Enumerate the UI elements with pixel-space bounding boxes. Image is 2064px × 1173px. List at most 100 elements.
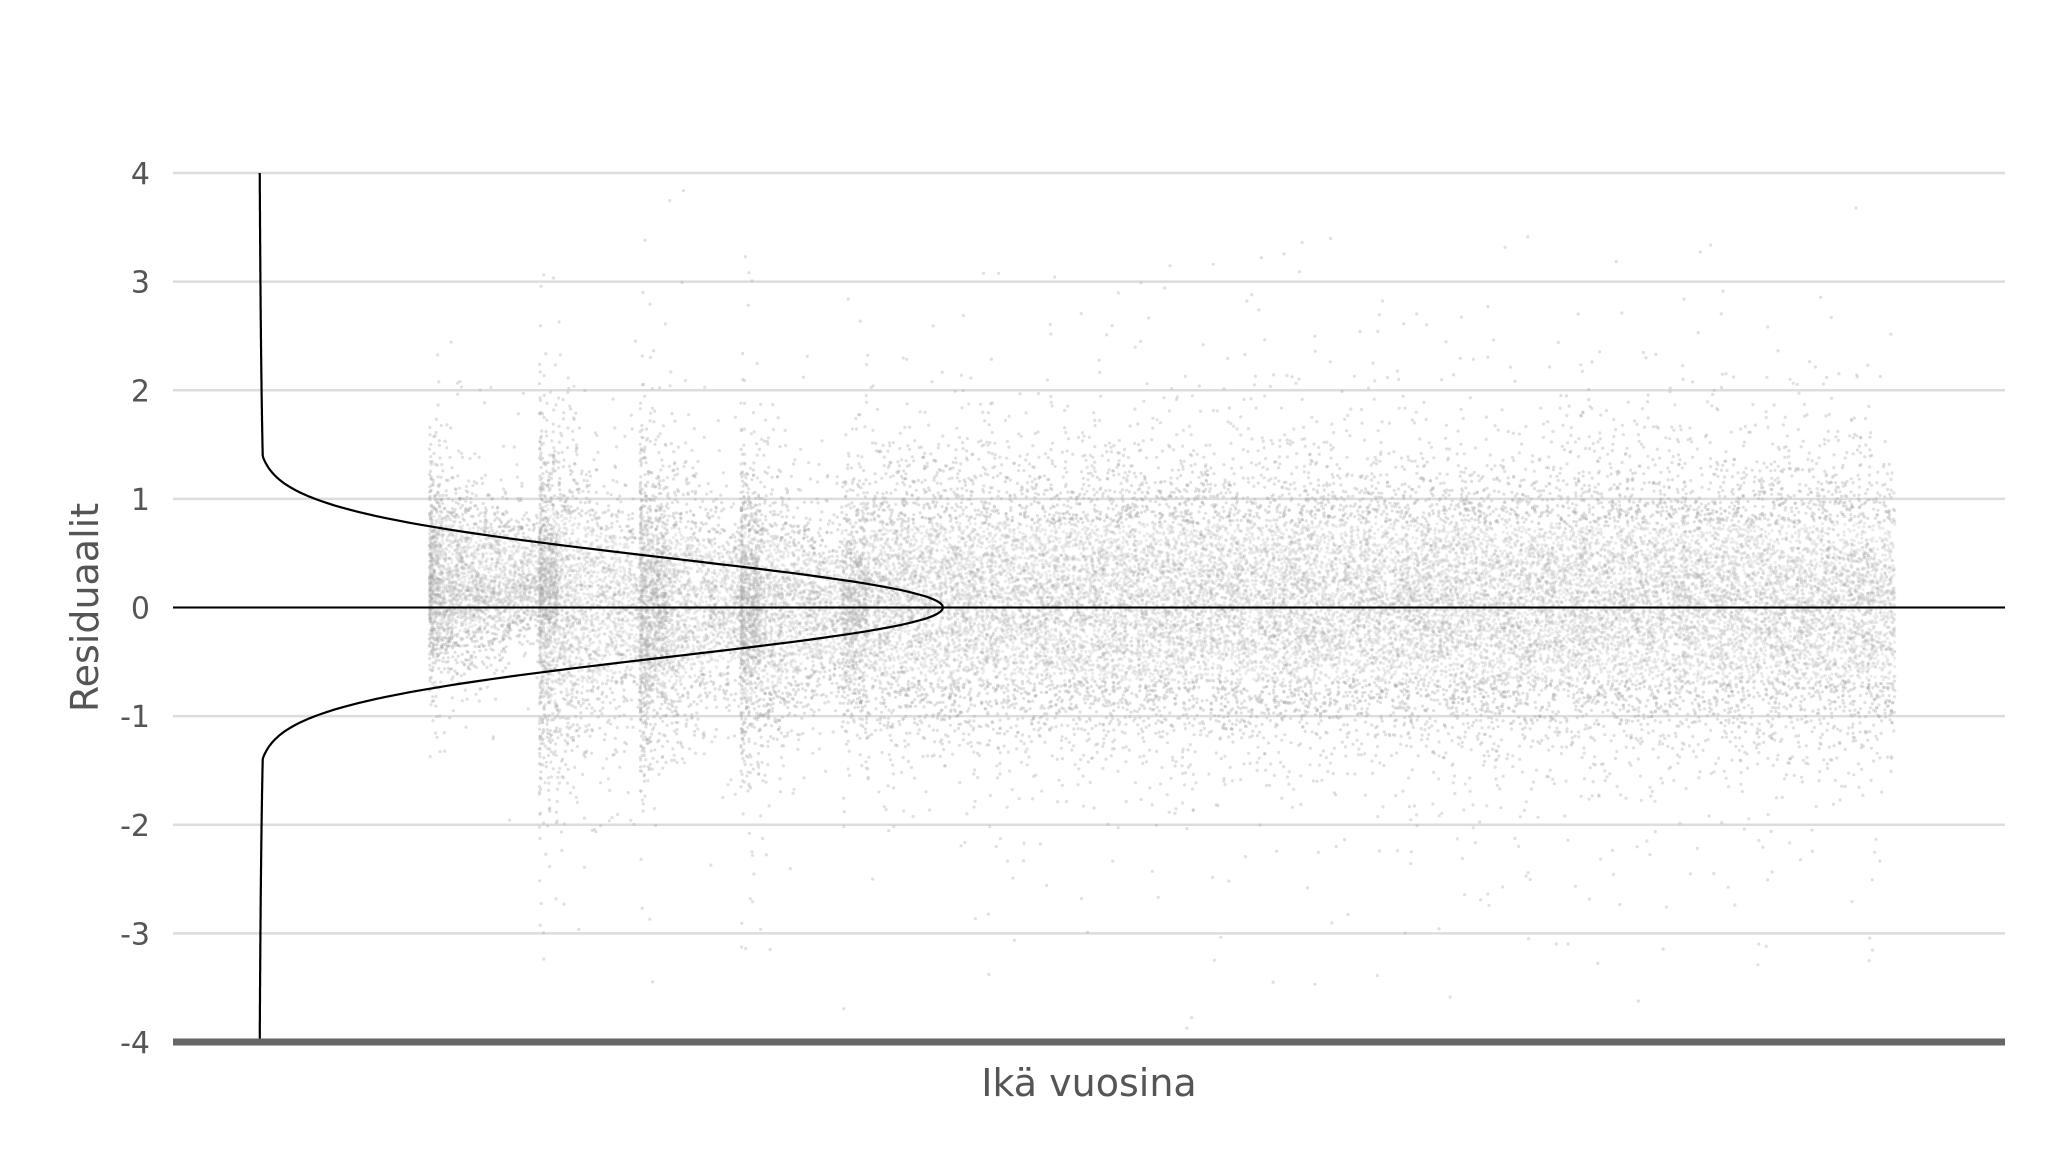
scatter-point: [456, 540, 460, 544]
scatter-point: [545, 728, 549, 732]
scatter-point: [439, 651, 443, 655]
scatter-point: [502, 616, 506, 620]
scatter-point: [455, 672, 459, 676]
scatter-point: [501, 495, 505, 499]
scatter-point: [460, 592, 464, 596]
scatter-point: [456, 615, 460, 619]
scatter-point: [563, 521, 568, 525]
scatter-point: [555, 569, 559, 574]
scatter-point: [620, 529, 624, 533]
scatter-point: [461, 567, 465, 571]
scatter-point: [507, 578, 511, 582]
scatter-point: [529, 612, 533, 617]
scatter-point: [429, 640, 433, 644]
scatter-point: [461, 586, 465, 591]
scatter-point: [446, 622, 450, 627]
scatter-point: [456, 567, 460, 571]
scatter-point: [471, 526, 476, 530]
scatter-point: [565, 610, 569, 614]
scatter-point: [460, 699, 464, 703]
scatter-point: [477, 576, 481, 580]
scatter-point: [596, 615, 600, 619]
scatter-point: [505, 497, 509, 501]
scatter-point: [511, 578, 515, 582]
scatter-point: [571, 531, 575, 535]
scatter-point: [504, 509, 508, 513]
scatter-point: [560, 775, 564, 779]
scatter-point: [435, 593, 439, 597]
scatter-point: [428, 610, 432, 614]
scatter-point: [437, 517, 441, 521]
scatter-point: [437, 666, 441, 671]
scatter-point: [429, 518, 433, 522]
scatter-point: [446, 562, 450, 566]
scatter-point: [629, 698, 634, 702]
scatter-point: [613, 465, 618, 470]
scatter-point: [464, 555, 468, 559]
scatter-point: [444, 555, 448, 559]
scatter-point: [434, 611, 438, 615]
scatter-point: [599, 626, 604, 630]
scatter-point: [648, 548, 652, 552]
scatter-point: [544, 765, 548, 769]
scatter-point: [605, 491, 610, 495]
scatter-point: [488, 614, 492, 618]
scatter-point: [503, 547, 507, 551]
scatter-point: [556, 736, 560, 740]
scatter-point: [622, 713, 626, 717]
scatter-point: [467, 541, 471, 546]
scatter-point: [604, 617, 609, 621]
scatter-point: [468, 616, 472, 620]
scatter-point: [572, 384, 576, 388]
scatter-point: [589, 614, 594, 619]
scatter-point: [548, 864, 552, 869]
scatter-point: [532, 597, 536, 601]
scatter-point: [514, 519, 518, 523]
scatter-point: [493, 623, 497, 628]
scatter-point: [560, 613, 564, 617]
scatter-point: [455, 598, 459, 602]
scatter-point: [539, 451, 543, 455]
scatter-point: [522, 595, 526, 599]
scatter-point: [555, 589, 560, 594]
scatter-point: [559, 514, 563, 518]
scatter-point: [468, 621, 472, 625]
scatter-point: [451, 534, 455, 538]
scatter-point: [495, 516, 499, 520]
scatter-point: [428, 755, 432, 759]
scatter-point: [496, 510, 500, 514]
scatter-point: [434, 518, 438, 523]
scatter-point: [588, 630, 592, 634]
scatter-point: [549, 527, 553, 531]
scatter-point: [465, 573, 469, 578]
scatter-point: [602, 555, 607, 559]
scatter-point: [588, 544, 592, 548]
scatter-point: [442, 557, 446, 561]
scatter-point: [498, 532, 502, 536]
scatter-point: [515, 579, 520, 583]
scatter-point: [574, 695, 578, 700]
scatter-point: [596, 570, 600, 575]
scatter-point: [518, 633, 522, 637]
scatter-point: [459, 451, 464, 455]
scatter-point: [497, 586, 501, 591]
scatter-point: [466, 588, 470, 593]
scatter-point: [553, 622, 558, 626]
scatter-point: [532, 526, 537, 530]
scatter-point: [562, 458, 566, 462]
scatter-point: [573, 580, 577, 584]
scatter-point: [455, 513, 459, 517]
scatter-point: [557, 781, 562, 785]
scatter-point: [472, 632, 477, 636]
scatter-point: [469, 553, 473, 558]
scatter-point: [471, 630, 475, 634]
scatter-point: [626, 545, 631, 549]
scatter-point: [621, 596, 625, 601]
scatter-point: [522, 654, 526, 658]
scatter-point: [623, 434, 627, 438]
scatter-point: [629, 652, 633, 656]
scatter-point: [503, 609, 507, 613]
scatter-point: [614, 445, 619, 449]
scatter-point: [495, 612, 499, 616]
scatter-point: [624, 672, 628, 676]
